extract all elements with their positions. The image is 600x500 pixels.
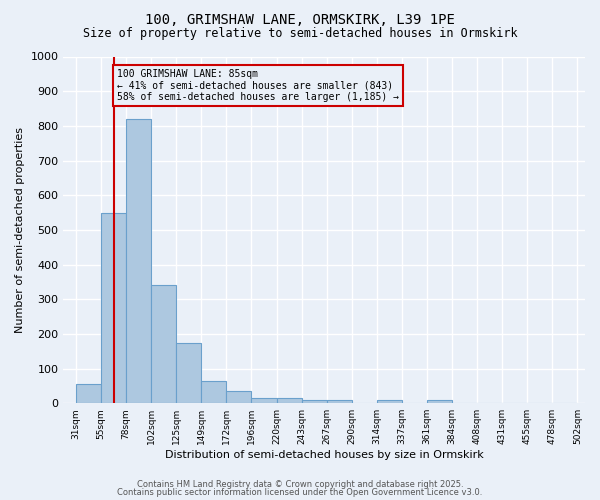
Text: Size of property relative to semi-detached houses in Ormskirk: Size of property relative to semi-detach…: [83, 28, 517, 40]
Bar: [377, 400, 402, 403]
Bar: [427, 400, 452, 403]
Y-axis label: Number of semi-detached properties: Number of semi-detached properties: [15, 127, 25, 333]
Bar: [151, 286, 176, 403]
Text: Contains HM Land Registry data © Crown copyright and database right 2025.: Contains HM Land Registry data © Crown c…: [137, 480, 463, 489]
Bar: [251, 398, 277, 403]
Bar: [126, 119, 151, 403]
Text: 100, GRIMSHAW LANE, ORMSKIRK, L39 1PE: 100, GRIMSHAW LANE, ORMSKIRK, L39 1PE: [145, 12, 455, 26]
Bar: [327, 400, 352, 403]
Bar: [76, 384, 101, 403]
Bar: [226, 391, 251, 403]
Bar: [277, 398, 302, 403]
Bar: [176, 342, 202, 403]
Bar: [302, 400, 327, 403]
Bar: [202, 380, 226, 403]
X-axis label: Distribution of semi-detached houses by size in Ormskirk: Distribution of semi-detached houses by …: [165, 450, 484, 460]
Text: Contains public sector information licensed under the Open Government Licence v3: Contains public sector information licen…: [118, 488, 482, 497]
Bar: [101, 212, 126, 403]
Text: 100 GRIMSHAW LANE: 85sqm
← 41% of semi-detached houses are smaller (843)
58% of : 100 GRIMSHAW LANE: 85sqm ← 41% of semi-d…: [118, 68, 400, 102]
